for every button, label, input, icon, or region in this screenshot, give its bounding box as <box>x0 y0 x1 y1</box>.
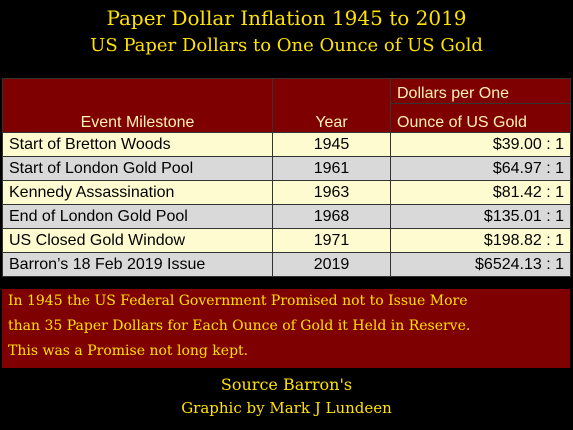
cell-event: Kennedy Assassination <box>2 180 273 205</box>
table-row: Start of Bretton Woods 1945 $39.00 : 1 <box>2 132 571 157</box>
table-row: End of London Gold Pool 1968 $135.01 : 1 <box>2 204 571 229</box>
footnote-line: than 35 Paper Dollars for Each Ounce of … <box>8 318 471 334</box>
table-row: Start of London Gold Pool 1961 $64.97 : … <box>2 156 571 181</box>
source-credit: Source Barron's <box>220 375 353 394</box>
cell-ratio: $6524.13 : 1 <box>390 252 571 277</box>
footnote-line: This was a Promise not long kept. <box>8 343 249 359</box>
table-row: US Closed Gold Window 1971 $198.82 : 1 <box>2 228 571 253</box>
cell-year: 2019 <box>272 252 391 277</box>
table-row: Barron’s 18 Feb 2019 Issue 2019 $6524.13… <box>2 252 571 277</box>
page-subtitle: US Paper Dollars to One Ounce of US Gold <box>90 35 483 56</box>
cell-event: Barron’s 18 Feb 2019 Issue <box>2 252 273 277</box>
cell-event: Start of Bretton Woods <box>2 132 273 157</box>
cell-ratio: $64.97 : 1 <box>390 156 571 181</box>
cell-ratio: $39.00 : 1 <box>390 132 571 157</box>
footnote-line: In 1945 the US Federal Government Promis… <box>8 293 468 309</box>
table-row: Kennedy Assassination 1963 $81.42 : 1 <box>2 180 571 205</box>
table-header-row: Event Milestone Year Dollars per One <box>2 78 571 133</box>
cell-year: 1971 <box>272 228 391 253</box>
cell-ratio: $135.01 : 1 <box>390 204 571 229</box>
header-event: Event Milestone <box>2 78 273 133</box>
cell-year: 1963 <box>272 180 391 205</box>
footnote-box: In 1945 the US Federal Government Promis… <box>2 289 570 368</box>
page-title: Paper Dollar Inflation 1945 to 2019 <box>106 6 467 30</box>
header-year: Year <box>272 78 391 133</box>
cell-event: End of London Gold Pool <box>2 204 273 229</box>
author-credit: Graphic by Mark J Lundeen <box>181 399 392 417</box>
inflation-table: Event Milestone Year Dollars per One Oun… <box>2 78 571 277</box>
cell-year: 1945 <box>272 132 391 157</box>
cell-year: 1968 <box>272 204 391 229</box>
cell-ratio: $198.82 : 1 <box>390 228 571 253</box>
cell-event: Start of London Gold Pool <box>2 156 273 181</box>
cell-event: US Closed Gold Window <box>2 228 273 253</box>
header-dollars-line2: Ounce of US Gold <box>390 103 571 133</box>
cell-year: 1961 <box>272 156 391 181</box>
cell-ratio: $81.42 : 1 <box>390 180 571 205</box>
header-dollars-line1: Dollars per One <box>390 78 571 104</box>
